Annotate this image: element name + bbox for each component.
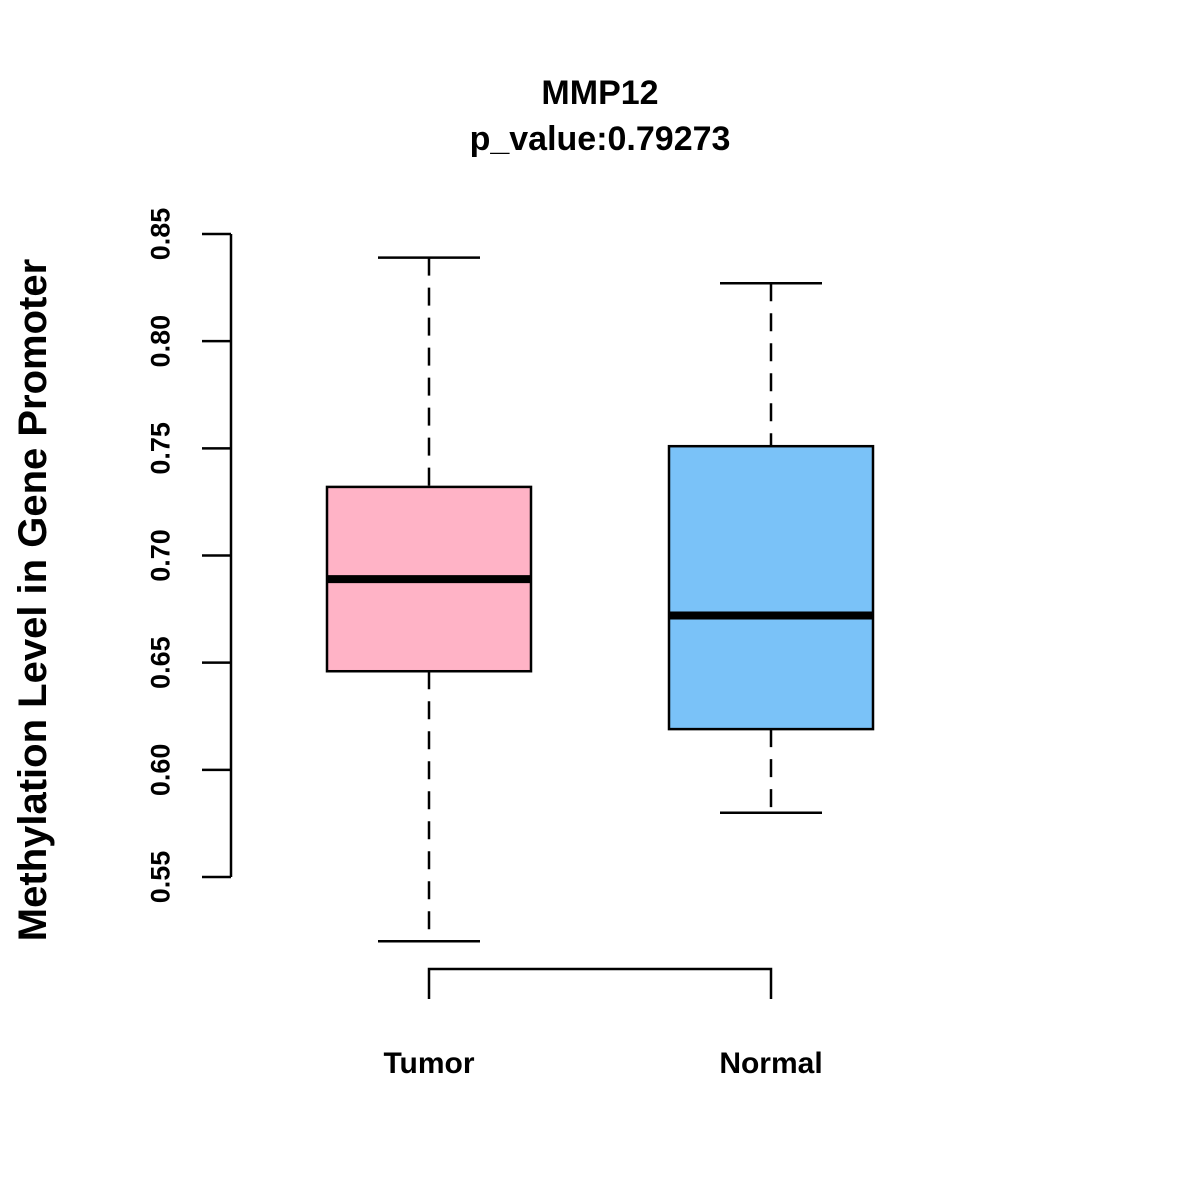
- bracket-line: [427, 967, 773, 999]
- x-axis-labels: Tumor Normal: [383, 1047, 822, 1080]
- y-tick-label: 0.85: [145, 208, 175, 261]
- y-tick-label: 0.75: [145, 422, 175, 475]
- x-label-normal: Normal: [719, 1047, 822, 1080]
- box-tumor: [325, 256, 533, 943]
- y-tick-label: 0.80: [145, 315, 175, 368]
- y-axis: 0.55 0.60 0.65 0.70 0.75 0.80 0.85: [145, 208, 233, 904]
- y-tick-label: 0.60: [145, 744, 175, 797]
- chart-subtitle: p_value:0.79273: [470, 120, 731, 158]
- y-axis-label: Methylation Level in Gene Promoter: [11, 259, 55, 941]
- y-tick-label: 0.65: [145, 636, 175, 689]
- y-tick-label: 0.70: [145, 529, 175, 582]
- interquartile-box: [667, 444, 875, 731]
- y-tick-label: 0.55: [145, 851, 175, 904]
- box-group: [325, 256, 875, 943]
- comparison-bracket: [427, 967, 773, 999]
- chart-title: MMP12: [541, 74, 658, 112]
- box-normal: [667, 282, 875, 814]
- x-label-tumor: Tumor: [383, 1047, 474, 1080]
